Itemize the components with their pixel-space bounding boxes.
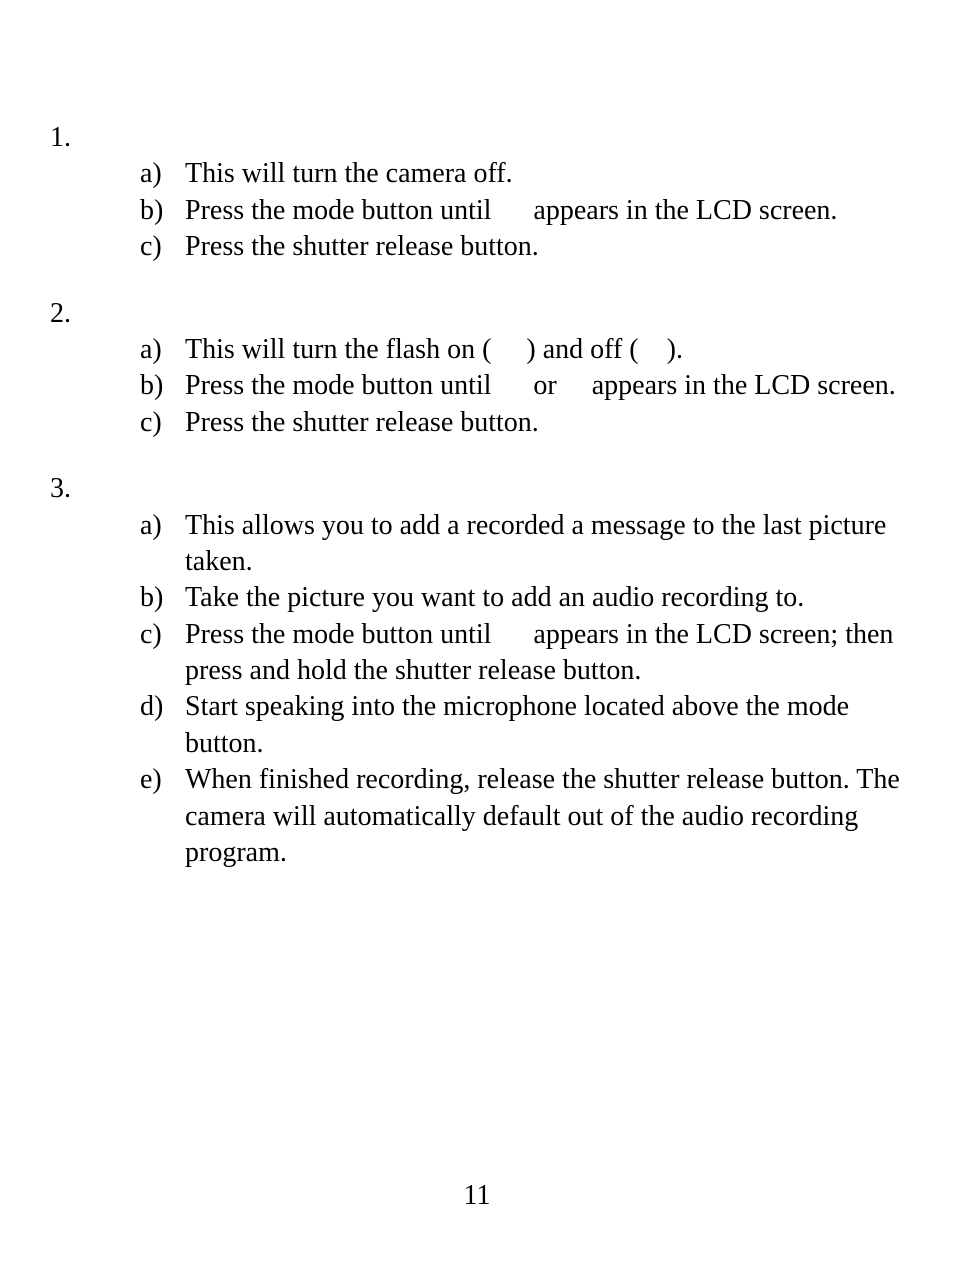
- item-label: b): [140, 193, 185, 229]
- item-label: a): [140, 332, 185, 368]
- list-item: a) This allows you to add a recorded a m…: [140, 508, 904, 581]
- section-number: 3.: [50, 471, 95, 507]
- page-content: 1. a) This will turn the camera off. b) …: [0, 0, 954, 961]
- list-item: d) Start speaking into the microphone lo…: [140, 689, 904, 762]
- item-text: Press the mode button until or appears i…: [185, 368, 904, 404]
- section-2: 2. a) This will turn the flash on ( ) an…: [50, 296, 904, 442]
- section-number: 2.: [50, 296, 95, 332]
- list-item: c) Press the shutter release button.: [140, 405, 904, 441]
- item-label: c): [140, 229, 185, 265]
- section-1: 1. a) This will turn the camera off. b) …: [50, 120, 904, 266]
- list-item: c) Press the shutter release button.: [140, 229, 904, 265]
- section-number: 1.: [50, 120, 95, 156]
- item-text: This will turn the flash on ( ) and off …: [185, 332, 904, 368]
- item-label: e): [140, 762, 185, 871]
- item-label: d): [140, 689, 185, 762]
- list-item: a) This will turn the camera off.: [140, 156, 904, 192]
- list-item: c) Press the mode button until appears i…: [140, 617, 904, 690]
- item-text: When finished recording, release the shu…: [185, 762, 904, 871]
- item-label: c): [140, 617, 185, 690]
- list-item: e) When finished recording, release the …: [140, 762, 904, 871]
- list-item: b) Take the picture you want to add an a…: [140, 580, 904, 616]
- section-3: 3. a) This allows you to add a recorded …: [50, 471, 904, 871]
- list-item: b) Press the mode button until or appear…: [140, 368, 904, 404]
- item-text: This will turn the camera off.: [185, 156, 904, 192]
- item-text: Press the mode button until appears in t…: [185, 617, 904, 690]
- item-text: This allows you to add a recorded a mess…: [185, 508, 904, 581]
- item-text: Press the shutter release button.: [185, 229, 904, 265]
- item-text: Take the picture you want to add an audi…: [185, 580, 904, 616]
- list-item: a) This will turn the flash on ( ) and o…: [140, 332, 904, 368]
- item-text: Start speaking into the microphone locat…: [185, 689, 904, 762]
- list-item: b) Press the mode button until appears i…: [140, 193, 904, 229]
- page-number: 11: [0, 1180, 954, 1212]
- item-label: a): [140, 508, 185, 581]
- item-label: b): [140, 368, 185, 404]
- item-text: Press the shutter release button.: [185, 405, 904, 441]
- item-label: c): [140, 405, 185, 441]
- item-label: a): [140, 156, 185, 192]
- item-label: b): [140, 580, 185, 616]
- item-text: Press the mode button until appears in t…: [185, 193, 904, 229]
